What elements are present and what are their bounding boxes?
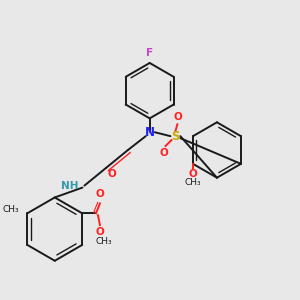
Text: O: O: [159, 148, 168, 158]
Text: CH₃: CH₃: [184, 178, 201, 187]
Text: N: N: [145, 126, 155, 139]
Text: S: S: [171, 130, 180, 143]
Text: NH: NH: [61, 181, 79, 190]
Text: CH₃: CH₃: [96, 237, 112, 246]
Text: O: O: [189, 169, 197, 179]
Text: O: O: [107, 169, 116, 179]
Text: O: O: [173, 112, 182, 122]
Text: F: F: [146, 48, 153, 58]
Text: CH₃: CH₃: [3, 205, 20, 214]
Text: O: O: [96, 189, 104, 200]
Text: O: O: [96, 227, 104, 237]
